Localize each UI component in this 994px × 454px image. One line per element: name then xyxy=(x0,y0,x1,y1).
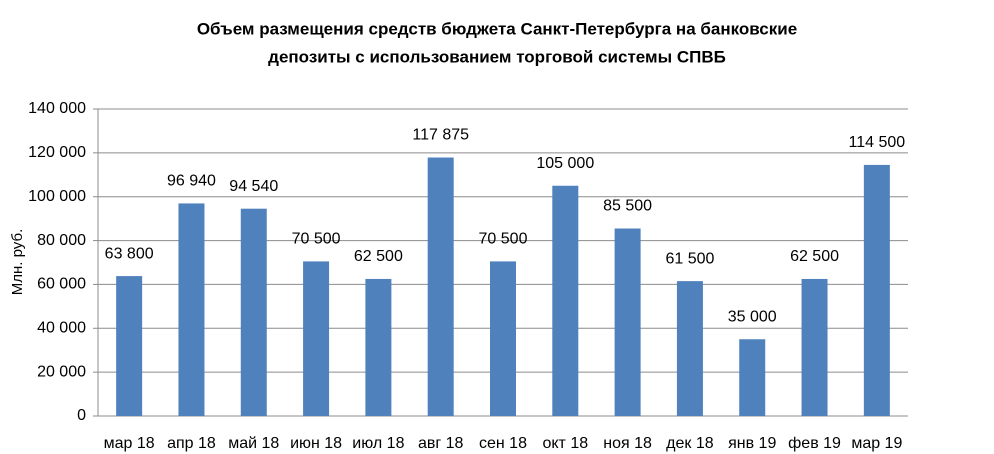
x-tick-label: дек 18 xyxy=(666,435,714,452)
data-label: 62 500 xyxy=(354,248,403,265)
y-tick-label: 100 000 xyxy=(28,188,86,205)
y-tick-label: 140 000 xyxy=(28,100,86,117)
x-tick-label: фев 19 xyxy=(788,435,841,452)
bar xyxy=(552,185,579,416)
data-label: 114 500 xyxy=(849,134,906,151)
x-tick-label: авг 18 xyxy=(418,435,464,452)
data-label: 105 000 xyxy=(536,155,594,172)
y-tick-label: 120 000 xyxy=(28,144,86,161)
y-tick-label: 20 000 xyxy=(37,363,86,380)
x-tick-label: июн 18 xyxy=(290,435,342,452)
bar xyxy=(240,208,267,416)
bar xyxy=(676,281,703,416)
bar xyxy=(614,228,641,416)
x-tick-label: мар 18 xyxy=(104,435,155,452)
x-tick-label: мар 19 xyxy=(851,435,902,452)
bar xyxy=(490,261,516,416)
chart-title: Объем размещения средств бюджета Санкт-П… xyxy=(197,19,797,38)
data-label: 96 940 xyxy=(167,173,216,190)
y-axis-label: Млн. руб. xyxy=(9,229,26,295)
x-tick-label: май 18 xyxy=(228,435,279,452)
x-tick-label: янв 19 xyxy=(728,435,776,452)
bar xyxy=(303,261,330,416)
x-tick-label: окт 18 xyxy=(542,435,588,452)
y-tick-label: 0 xyxy=(77,407,86,424)
data-label: 85 500 xyxy=(603,198,652,215)
x-tick-label: сен 18 xyxy=(479,435,527,452)
data-label: 62 500 xyxy=(790,248,839,265)
chart-title: депозиты с использованием торговой систе… xyxy=(268,47,726,66)
data-label: 70 500 xyxy=(292,231,341,248)
y-tick-label: 40 000 xyxy=(37,320,86,337)
bar xyxy=(427,157,454,416)
y-tick-label: 80 000 xyxy=(37,232,86,249)
bar xyxy=(739,339,766,416)
y-tick-label: 60 000 xyxy=(37,276,86,293)
bar xyxy=(365,278,392,416)
data-label: 63 800 xyxy=(105,245,154,262)
data-label: 70 500 xyxy=(479,231,528,248)
data-label: 35 000 xyxy=(728,308,777,325)
data-label: 94 540 xyxy=(229,178,278,195)
bar xyxy=(178,203,205,416)
data-label: 117 875 xyxy=(412,127,469,144)
x-tick-label: апр 18 xyxy=(167,435,216,452)
bar xyxy=(116,276,143,416)
data-label: 61 500 xyxy=(665,250,714,267)
x-tick-label: ноя 18 xyxy=(603,435,652,452)
bar xyxy=(863,164,890,416)
x-tick-label: июл 18 xyxy=(352,435,404,452)
bar xyxy=(801,278,828,416)
